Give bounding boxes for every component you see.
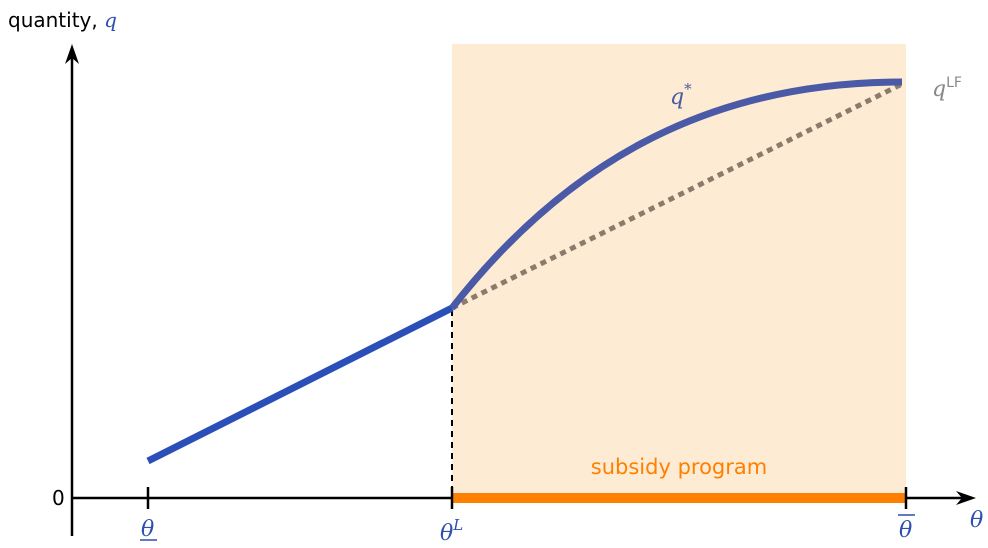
y-axis-label: quantity, q: [8, 8, 117, 32]
q-star-label: q*: [670, 80, 692, 110]
x-axis-arrowhead: [956, 491, 976, 505]
tick-label-theta-L: θL: [440, 516, 463, 546]
y-axis-arrowhead: [65, 44, 79, 64]
x-axis-symbol: θ: [970, 508, 983, 533]
subsidy-region-shade: [452, 44, 906, 498]
tick-label-theta-low: θ: [141, 517, 154, 542]
q-star-curve: [449, 78, 903, 311]
tick-label-theta-L-sup: L: [452, 516, 463, 534]
q-lf-label: qLF: [932, 75, 962, 102]
q-lf-dotted-line: [450, 81, 904, 311]
tick-label-theta-high: θ: [899, 518, 912, 543]
subsidy-program-label: subsidy program: [591, 455, 767, 479]
q-lf-label-sup: LF: [946, 75, 962, 91]
q-star-label-sup: *: [684, 80, 692, 98]
y-axis-label-symbol: q: [104, 8, 117, 32]
zero-label: 0: [52, 486, 65, 510]
q-linear-segment: [146, 304, 454, 465]
